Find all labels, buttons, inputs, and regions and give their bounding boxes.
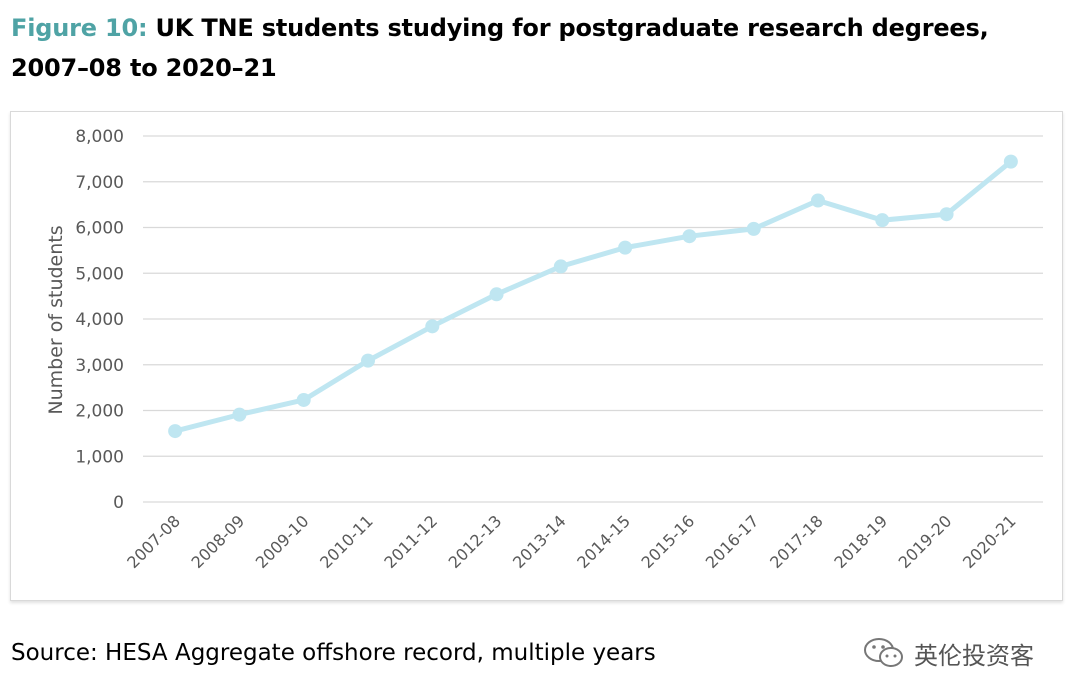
figure-title-text: UK TNE students studying for postgraduat… — [11, 14, 989, 82]
x-tick-label: 2017-18 — [766, 511, 827, 572]
watermark-text: 英伦投资客 — [914, 641, 1034, 670]
x-tick-label: 2012-13 — [445, 511, 506, 572]
x-tick-label: 2008-09 — [188, 511, 249, 572]
x-tick-label: 2011-12 — [380, 511, 441, 572]
y-tick-label: 8,000 — [75, 127, 124, 147]
y-tick-label: 6,000 — [75, 219, 124, 239]
data-point — [425, 319, 440, 334]
x-tick-label: 2009-10 — [252, 511, 313, 572]
y-axis-label: Number of students — [45, 225, 67, 414]
source-note: Source: HESA Aggregate offshore record, … — [11, 640, 656, 666]
y-tick-label: 7,000 — [75, 173, 124, 193]
y-tick-label: 3,000 — [75, 356, 124, 376]
chart-frame — [10, 111, 1063, 601]
x-tick-label: 2016-17 — [702, 511, 763, 572]
y-tick-label: 4,000 — [75, 310, 124, 330]
wechat-icon — [864, 638, 903, 667]
x-tick-label: 2013-14 — [509, 511, 570, 572]
series-line — [172, 159, 1014, 434]
series-group — [168, 154, 1018, 439]
x-tick-label: 2014-15 — [573, 511, 634, 572]
x-tick-label: 2010-11 — [316, 511, 377, 572]
data-point — [811, 193, 825, 208]
y-tick-label: 2,000 — [75, 402, 124, 422]
data-point — [296, 392, 311, 407]
figure-label: Figure 10: — [11, 14, 148, 42]
data-point — [875, 213, 890, 228]
gridlines — [143, 135, 1043, 503]
x-tick-label: 2018-19 — [830, 511, 891, 572]
data-point — [361, 353, 375, 368]
y-tick-label: 1,000 — [75, 447, 124, 467]
data-point — [618, 240, 633, 255]
data-point — [939, 207, 954, 222]
data-point — [232, 407, 247, 422]
data-point — [168, 424, 183, 439]
y-tick-label: 5,000 — [75, 264, 124, 284]
data-point — [1003, 154, 1018, 169]
x-tick-label: 2007-08 — [123, 511, 184, 572]
figure-title: Figure 10: UK TNE students studying for … — [11, 8, 1061, 88]
data-point — [489, 287, 504, 302]
x-tick-label: 2020-21 — [959, 511, 1020, 572]
y-tick-label: 0 — [113, 493, 124, 513]
data-point — [553, 259, 568, 274]
x-tick-label: 2015-16 — [638, 511, 699, 572]
data-point — [746, 221, 761, 236]
x-tick-label: 2019-20 — [895, 511, 956, 572]
data-point — [682, 229, 697, 244]
x-tick-labels: 2007-08 2008-09 2009-10 2010-11 2011-12 2012-… — [123, 511, 1019, 572]
watermark: 英伦投资客 — [862, 635, 1034, 671]
y-tick-labels: 0 1,000 2,000 3,000 4,000 5,000 6,000 7,000 8,00… — [75, 127, 124, 513]
line-chart: 0 1,000 2,000 3,000 4,000 5,000 6,000 7,000 8,00… — [45, 127, 1043, 572]
